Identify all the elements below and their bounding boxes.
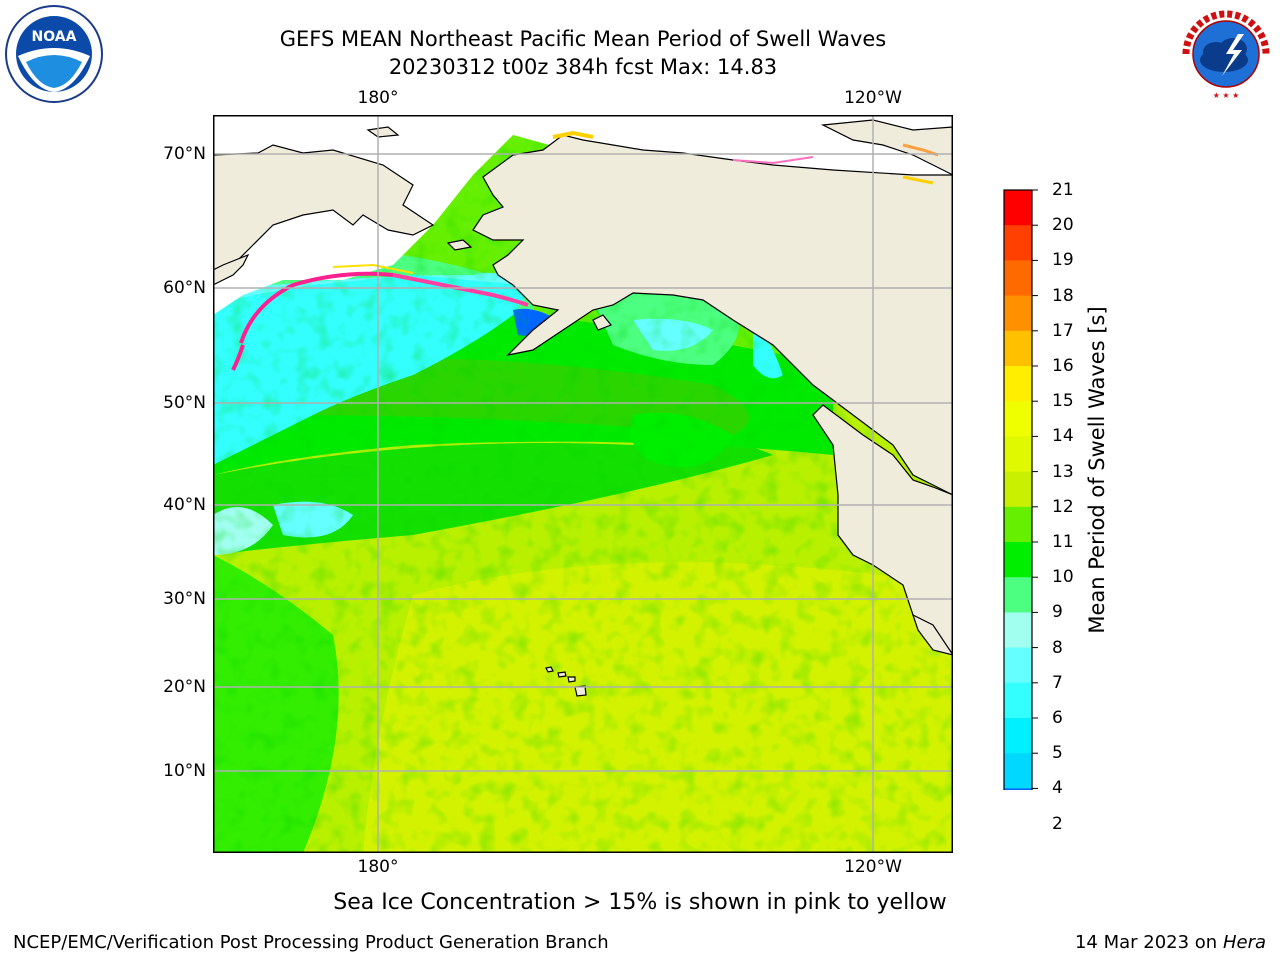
colorbar-bin bbox=[1004, 682, 1032, 719]
colorbar-tick-label: 21 bbox=[1052, 180, 1074, 200]
colorbar-bin bbox=[1004, 471, 1032, 508]
lat-label-40n: 40°N bbox=[163, 495, 206, 515]
sea-ice-note: Sea Ice Concentration > 15% is shown in … bbox=[333, 890, 947, 915]
colorbar-tick-label: 20 bbox=[1052, 215, 1074, 236]
lon-label-top-120w: 120°W bbox=[844, 88, 902, 108]
nws-logo: ★ ★ ★ bbox=[1179, 7, 1273, 101]
credit-line: NCEP/EMC/Verification Post Processing Pr… bbox=[13, 932, 609, 953]
colorbar-bin bbox=[1004, 506, 1032, 543]
colorbar-bin bbox=[1004, 647, 1032, 684]
colorbar-tick-label: 10 bbox=[1052, 567, 1074, 588]
colorbar-tick-label: 11 bbox=[1052, 532, 1074, 552]
colorbar-tick-label: 13 bbox=[1052, 461, 1074, 482]
colorbar-tick-label: 6 bbox=[1052, 708, 1063, 728]
colorbar-bin bbox=[1004, 612, 1032, 649]
colorbar-tick-label: 12 bbox=[1052, 496, 1074, 517]
colorbar-tick-label: 18 bbox=[1052, 285, 1074, 306]
colorbar-bin bbox=[1004, 366, 1032, 402]
colorbar-tick-label: 17 bbox=[1052, 320, 1074, 341]
colorbar-tick-label: 5 bbox=[1052, 743, 1063, 764]
colorbar-bin bbox=[1004, 190, 1032, 226]
colorbar-tick-label: 19 bbox=[1052, 250, 1074, 271]
colorbar-bin bbox=[1004, 577, 1032, 613]
date-text: 14 Mar 2023 on bbox=[1074, 932, 1218, 953]
colorbar-bin bbox=[1004, 330, 1032, 367]
colorbar-bin bbox=[1004, 295, 1032, 332]
date-line: 14 Mar 2023 on Hera bbox=[1075, 932, 1266, 953]
map-title: GEFS MEAN Northeast Pacific Mean Period … bbox=[279, 27, 887, 51]
noaa-logo: NOAA bbox=[5, 5, 103, 103]
swell-period-map bbox=[213, 115, 953, 853]
lat-label-30n: 30°N bbox=[163, 589, 206, 609]
map-subtitle: 20230312 t00z 384h fcst Max: 14.83 bbox=[388, 55, 778, 79]
colorbar-tick-label: 14 bbox=[1052, 426, 1074, 447]
colorbar-tick-label: 7 bbox=[1052, 672, 1063, 693]
lon-label-top-180: 180° bbox=[357, 88, 399, 108]
colorbar-bin bbox=[1004, 788, 1032, 790]
machine-name: Hera bbox=[1222, 932, 1266, 953]
colorbar-bin bbox=[1004, 718, 1032, 754]
lat-label-10n: 10°N bbox=[163, 761, 206, 781]
colorbar-bin bbox=[1004, 436, 1032, 473]
colorbar-tick-label: 2 bbox=[1052, 813, 1063, 834]
lat-label-50n: 50°N bbox=[163, 393, 206, 413]
colorbar-bin bbox=[1004, 542, 1032, 578]
svg-text:NOAA: NOAA bbox=[32, 29, 77, 45]
colorbar-bin bbox=[1004, 225, 1032, 261]
graticule bbox=[213, 115, 953, 853]
colorbar-bin bbox=[1004, 260, 1032, 297]
colorbar-tick-label: 15 bbox=[1052, 391, 1074, 412]
colorbar-bin bbox=[1004, 401, 1032, 437]
svg-text:★ ★ ★: ★ ★ ★ bbox=[1213, 91, 1240, 100]
colorbar-tick-label: 9 bbox=[1052, 602, 1063, 623]
lat-label-60n: 60°N bbox=[163, 278, 206, 298]
lon-label-bottom-180: 180° bbox=[357, 857, 399, 877]
colorbar bbox=[1003, 189, 1038, 790]
colorbar-label: Mean Period of Swell Waves [s] bbox=[1085, 306, 1109, 634]
colorbar-bin bbox=[1004, 753, 1032, 789]
lon-label-bottom-120w: 120°W bbox=[844, 857, 902, 877]
lat-label-20n: 20°N bbox=[163, 677, 206, 697]
lat-label-70n: 70°N bbox=[163, 144, 206, 164]
colorbar-tick-label: 16 bbox=[1052, 356, 1074, 376]
sea-ice-edge bbox=[231, 130, 939, 371]
colorbar-tick-label: 8 bbox=[1052, 637, 1063, 658]
colorbar-tick-label: 4 bbox=[1052, 778, 1063, 799]
